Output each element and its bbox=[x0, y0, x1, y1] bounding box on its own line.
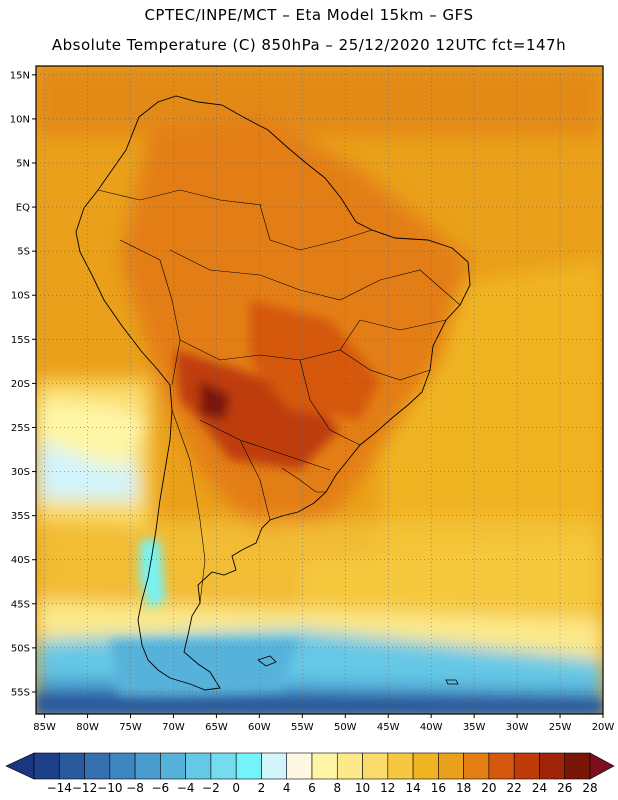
colorbar-label: −6 bbox=[152, 781, 170, 795]
map-title-line2: Absolute Temperature (C) 850hPa – 25/12/… bbox=[51, 36, 567, 54]
lon-label: 70W bbox=[162, 722, 185, 733]
colorbar-label: 28 bbox=[582, 781, 597, 795]
lat-label: 10S bbox=[11, 291, 30, 302]
lon-label: 25W bbox=[549, 722, 572, 733]
colorbar-label: −2 bbox=[202, 781, 220, 795]
lat-label: 15S bbox=[11, 335, 30, 346]
longitude-labels: 85W 80W 75W 70W 65W 60W 55W 50W 45W 40W 35W 30W 25W 2… bbox=[33, 714, 614, 733]
colorbar-label: 8 bbox=[333, 781, 341, 795]
field-north-ocean bbox=[36, 66, 603, 136]
colorbar-label: 24 bbox=[532, 781, 547, 795]
colorbar-swatch bbox=[336, 752, 363, 780]
lat-label: EQ bbox=[16, 203, 30, 214]
colorbar-swatch bbox=[387, 752, 414, 780]
lat-label: 5S bbox=[17, 247, 30, 258]
colorbar-swatch bbox=[84, 752, 111, 780]
colorbar-label: 0 bbox=[232, 781, 240, 795]
colorbar-label: 4 bbox=[283, 781, 291, 795]
falkland-islands bbox=[257, 655, 277, 667]
lat-label: 35S bbox=[11, 511, 30, 522]
colorbar-swatch bbox=[235, 752, 262, 780]
colorbar-label: 2 bbox=[258, 781, 266, 795]
lat-label: 20S bbox=[11, 379, 30, 390]
colorbar-swatch bbox=[311, 752, 338, 780]
colorbar-label: −4 bbox=[177, 781, 195, 795]
colorbar-swatch bbox=[109, 752, 136, 780]
field-cold-patagonia bbox=[110, 640, 300, 700]
colorbar-label: −8 bbox=[126, 781, 144, 795]
lon-label: 45W bbox=[377, 722, 400, 733]
colorbar-swatch bbox=[286, 752, 313, 780]
lon-label: 75W bbox=[119, 722, 142, 733]
lat-label: 30S bbox=[11, 467, 30, 478]
lon-label: 65W bbox=[205, 722, 228, 733]
map-field bbox=[36, 66, 603, 714]
colorbar-swatch bbox=[261, 752, 288, 780]
colorbar-label: 22 bbox=[507, 781, 522, 795]
colorbar-swatch bbox=[134, 752, 161, 780]
colorbar-swatch bbox=[210, 752, 237, 780]
temperature-colorbar: −14 −12 −10 −8 −6 −4 −2 0 2 4 6 8 10 12 14 16 18 20 22 24 26… bbox=[5, 752, 615, 795]
map-frame bbox=[35, 65, 604, 715]
colorbar-label: −12 bbox=[72, 781, 97, 795]
colorbar-swatch bbox=[438, 752, 464, 780]
lon-label: 50W bbox=[334, 722, 357, 733]
lon-label: 60W bbox=[248, 722, 271, 733]
lat-label: 15N bbox=[10, 70, 30, 81]
lat-lon-grid bbox=[36, 66, 604, 714]
colorbar-label: 10 bbox=[355, 781, 370, 795]
colorbar-swatch bbox=[412, 752, 439, 780]
colorbar-swatch bbox=[463, 752, 490, 780]
field-hot-core bbox=[175, 350, 340, 470]
coastline-south-america bbox=[75, 95, 471, 691]
colorbar-over-arrow bbox=[589, 752, 615, 780]
colorbar-label: −10 bbox=[97, 781, 122, 795]
lat-label: 50S bbox=[11, 643, 30, 654]
lon-label: 40W bbox=[420, 722, 443, 733]
small-island bbox=[445, 679, 459, 685]
colorbar-under-arrow bbox=[5, 752, 35, 780]
colorbar-swatch bbox=[362, 752, 389, 780]
lon-label: 80W bbox=[76, 722, 99, 733]
colorbar-swatch bbox=[539, 752, 566, 780]
field-cold-chile bbox=[140, 540, 165, 610]
colorbar-swatch bbox=[33, 752, 60, 780]
lon-label: 85W bbox=[33, 722, 56, 733]
colorbar-swatch bbox=[513, 752, 540, 780]
colorbar-swatch bbox=[160, 752, 186, 780]
lat-label: 45S bbox=[11, 599, 30, 610]
field-coldest bbox=[36, 695, 603, 714]
colorbar-label: 16 bbox=[431, 781, 446, 795]
colorbar-label: 14 bbox=[405, 781, 420, 795]
lon-label: 20W bbox=[592, 722, 615, 733]
lat-label: 25S bbox=[11, 423, 30, 434]
colorbar-label: 6 bbox=[308, 781, 316, 795]
colorbar-swatch bbox=[58, 752, 85, 780]
field-pacific-pale bbox=[36, 400, 150, 470]
latitude-labels: 15N 10N 5N EQ 5S 10S 15S 20S 25S 30S 35S 40S 45S 50S 5… bbox=[10, 70, 36, 698]
lon-label: 35W bbox=[463, 722, 486, 733]
lat-label: 55S bbox=[11, 687, 30, 698]
colorbar-swatch bbox=[185, 752, 212, 780]
colorbar-label: 20 bbox=[481, 781, 496, 795]
colorbar-label: −14 bbox=[47, 781, 72, 795]
lat-label: 10N bbox=[10, 114, 30, 125]
lat-label: 40S bbox=[11, 555, 30, 566]
lon-label: 55W bbox=[291, 722, 314, 733]
lat-label: 5N bbox=[16, 158, 30, 169]
country-borders bbox=[97, 189, 461, 604]
lon-label: 30W bbox=[506, 722, 529, 733]
colorbar-swatch bbox=[564, 752, 591, 780]
colorbar-label: 18 bbox=[456, 781, 471, 795]
colorbar-label: 26 bbox=[557, 781, 572, 795]
field-hot-brazil bbox=[250, 300, 380, 420]
colorbar-swatch bbox=[488, 752, 515, 780]
field-hottest bbox=[200, 380, 230, 420]
map-title-line1: CPTEC/INPE/MCT – Eta Model 15km – GFS bbox=[144, 6, 474, 24]
colorbar-label: 12 bbox=[380, 781, 395, 795]
